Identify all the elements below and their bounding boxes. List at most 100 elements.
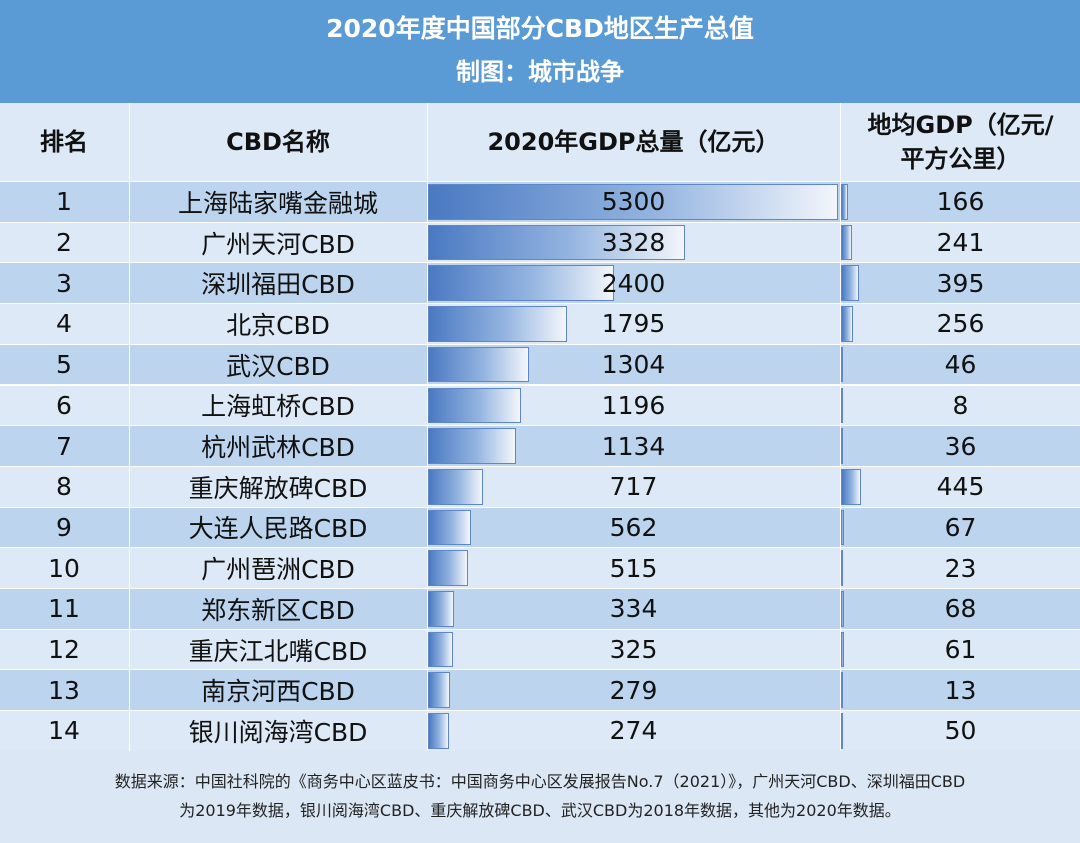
gdp-total-cell: 1795: [428, 304, 839, 344]
gdp-density-bar: [841, 672, 843, 709]
gdp-density-value: 166: [936, 187, 985, 217]
table-row: 10 广州琶洲CBD 515 23: [0, 548, 1080, 588]
title-banner: 2020年度中国部分CBD地区生产总值 制图：城市战争: [0, 0, 1080, 103]
table-row: 12 重庆江北嘴CBD 325 61: [0, 629, 1080, 670]
gdp-density-value: 256: [936, 309, 985, 339]
gdp-total-cell: 1134: [428, 426, 839, 466]
gdp-total-value: 2400: [601, 268, 666, 298]
rank-cell: 6: [56, 390, 72, 420]
gdp-density-value: 395: [936, 268, 985, 298]
rank-cell: 2: [56, 228, 72, 258]
gdp-density-bar: [841, 346, 844, 383]
source-note: 数据来源：中国社科院的《商务中心区蓝皮书：中国商务中心区发展报告No.7（202…: [0, 751, 1080, 843]
header-name: CBD名称: [226, 128, 330, 156]
gdp-total-value: 3328: [601, 228, 666, 258]
header-total: 2020年GDP总量（亿元）: [487, 128, 780, 156]
chart-subtitle: 制图：城市战争: [456, 58, 624, 86]
table-row: 3 深圳福田CBD 2400 395: [0, 263, 1080, 304]
gdp-density-cell: 61: [841, 630, 1080, 670]
gdp-total-bar: [428, 184, 838, 220]
gdp-total-bar: [428, 713, 450, 749]
gdp-total-cell: 279: [428, 670, 839, 710]
gdp-density-bar: [841, 184, 849, 220]
gdp-total-value: 274: [609, 716, 658, 746]
gdp-density-value: 445: [936, 472, 985, 502]
gdp-density-value: 241: [936, 228, 985, 258]
rank-cell: 3: [56, 268, 72, 298]
table-row: 7 杭州武林CBD 1134 36: [0, 426, 1080, 466]
gdp-total-cell: 3328: [428, 223, 839, 263]
cbd-name-cell: 南京河西CBD: [201, 677, 355, 707]
rank-cell: 4: [56, 309, 72, 339]
gdp-density-cell: 67: [841, 508, 1080, 548]
rank-cell: 8: [56, 472, 72, 502]
header-density-line2: 平方公里）: [900, 145, 1021, 173]
column-divider: [129, 103, 130, 751]
cbd-name-cell: 广州琶洲CBD: [201, 555, 355, 585]
gdp-density-value: 61: [944, 635, 977, 665]
cbd-name-cell: 武汉CBD: [226, 351, 330, 381]
gdp-total-bar: [428, 346, 529, 383]
gdp-total-cell: 1304: [428, 345, 839, 385]
gdp-total-bar: [428, 672, 450, 709]
column-divider: [427, 103, 428, 751]
gdp-total-value: 717: [609, 472, 658, 502]
rank-cell: 12: [48, 635, 80, 665]
gdp-total-bar: [428, 550, 468, 586]
cbd-name-cell: 杭州武林CBD: [201, 433, 355, 463]
gdp-density-bar: [841, 468, 861, 505]
table-row: 5 武汉CBD 1304 46: [0, 344, 1080, 385]
rank-cell: 14: [48, 716, 80, 746]
gdp-density-cell: 445: [841, 467, 1080, 507]
cbd-name-cell: 大连人民路CBD: [188, 514, 368, 544]
gdp-total-cell: 562: [428, 508, 839, 548]
table-row: 13 南京河西CBD 279 13: [0, 670, 1080, 711]
gdp-total-value: 5300: [601, 187, 666, 217]
header-density-line1: 地均GDP（亿元/: [867, 111, 1054, 139]
gdp-table: 排名 CBD名称 2020年GDP总量（亿元） 地均GDP（亿元/ 平方公里） …: [0, 103, 1080, 751]
gdp-total-value: 334: [609, 594, 658, 624]
gdp-total-cell: 274: [428, 711, 839, 751]
gdp-density-bar: [841, 387, 843, 424]
rank-cell: 9: [56, 512, 72, 542]
gdp-density-bar: [841, 713, 844, 749]
gdp-density-value: 23: [944, 553, 977, 583]
rank-cell: 5: [56, 350, 72, 380]
gdp-density-value: 13: [944, 675, 977, 705]
gdp-density-cell: 50: [841, 711, 1080, 751]
rank-cell: 13: [48, 675, 80, 705]
gdp-total-cell: 325: [428, 630, 839, 670]
gdp-total-bar: [428, 509, 472, 546]
gdp-total-bar: [428, 591, 454, 627]
gdp-total-value: 279: [609, 675, 658, 705]
source-note-line1: 数据来源：中国社科院的《商务中心区蓝皮书：中国商务中心区发展报告No.7（202…: [114, 772, 966, 791]
gdp-total-bar: [428, 428, 516, 464]
gdp-density-cell: 241: [841, 223, 1080, 263]
gdp-density-cell: 256: [841, 304, 1080, 344]
gdp-density-cell: 13: [841, 670, 1080, 710]
gdp-density-cell: 166: [841, 182, 1080, 222]
gdp-density-bar: [841, 428, 843, 464]
column-divider: [840, 103, 841, 751]
gdp-density-cell: 46: [841, 345, 1080, 385]
gdp-total-value: 1304: [601, 350, 666, 380]
gdp-density-cell: 68: [841, 589, 1080, 629]
gdp-total-value: 515: [609, 553, 658, 583]
table-row: 1 上海陆家嘴金融城 5300 166: [0, 182, 1080, 222]
gdp-total-cell: 2400: [428, 263, 839, 303]
table-header-row: 排名 CBD名称 2020年GDP总量（亿元） 地均GDP（亿元/ 平方公里）: [0, 103, 1080, 181]
cbd-name-cell: 深圳福田CBD: [201, 270, 355, 300]
gdp-density-cell: 395: [841, 263, 1080, 303]
gdp-density-value: 36: [944, 431, 977, 461]
cbd-name-cell: 重庆解放碑CBD: [188, 473, 368, 503]
cbd-name-cell: 郑东新区CBD: [201, 595, 355, 625]
gdp-density-bar: [841, 509, 844, 546]
gdp-density-cell: 23: [841, 548, 1080, 588]
gdp-total-value: 1134: [601, 431, 666, 461]
gdp-total-bar: [428, 631, 454, 668]
gdp-total-bar: [428, 306, 567, 342]
gdp-density-cell: 8: [841, 386, 1080, 426]
cbd-name-cell: 北京CBD: [226, 310, 330, 340]
gdp-total-value: 1795: [601, 309, 666, 339]
gdp-density-cell: 36: [841, 426, 1080, 466]
